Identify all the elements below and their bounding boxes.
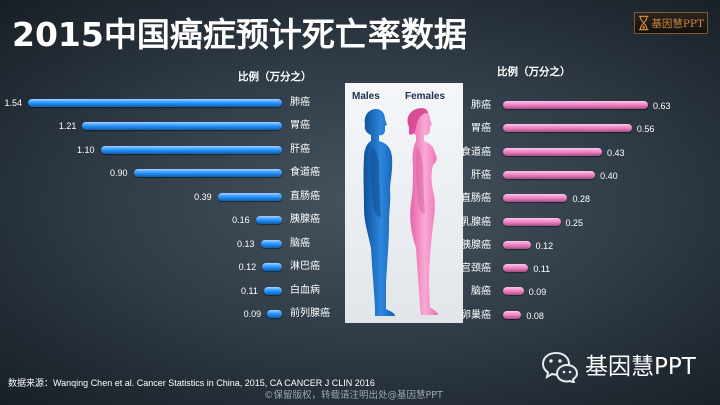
brand-logo: 基因慧PPT: [634, 12, 708, 34]
female-category-label: 肺癌: [471, 100, 491, 111]
female-category-label: 直肠癌: [461, 193, 491, 205]
male-category-label: 胃癌: [290, 120, 310, 131]
male-bar-10: [267, 310, 282, 318]
male-bar-5: [217, 192, 282, 201]
female-value-label: 0.40: [600, 170, 618, 181]
male-value-label: 0.90: [110, 168, 128, 178]
female-bar-6: [503, 217, 561, 226]
hourglass-icon: [638, 15, 649, 31]
female-value-label: 0.08: [526, 310, 544, 321]
male-bar-7: [260, 239, 282, 248]
male-category-label: 脑癌: [290, 237, 310, 249]
male-chart-unit-label: 比例（万分之）: [238, 71, 312, 83]
wechat-icon: [541, 351, 579, 383]
female-category-label: 宫颈癌: [461, 263, 491, 275]
male-value-label: 0.11: [240, 285, 258, 296]
brand-name: 基因慧PPT: [585, 354, 696, 380]
female-chart-unit-label: 比例（万分之）: [497, 66, 571, 78]
male-arm: [370, 147, 381, 217]
female-category-label: 乳腺癌: [461, 216, 491, 228]
male-mortality-chart: 比例（万分之） 肺癌 1.54 胃癌 1.21 肝癌 1.10 食道癌 0.90 直肠癌 0.39…: [0, 60, 340, 330]
male-bar-3: [100, 145, 282, 154]
female-value-label: 0.11: [533, 264, 551, 275]
gender-silhouette-figure: Males Females: [345, 83, 463, 323]
male-category-label: 前列腺癌: [290, 308, 330, 319]
female-value-label: 0.12: [535, 240, 554, 251]
female-silhouette: [408, 109, 438, 315]
male-bar-6: [255, 216, 282, 224]
logo-text: 基因慧PPT: [651, 17, 704, 30]
female-bar-8: [503, 264, 529, 273]
male-value-label: 0.12: [238, 262, 257, 272]
male-value-label: 0.09: [243, 309, 262, 319]
female-category-label: 脑癌: [471, 286, 491, 298]
males-label: Males: [352, 91, 380, 102]
female-value-label: 0.43: [606, 147, 625, 158]
female-value-label: 0.63: [653, 101, 671, 111]
female-bar-1: [503, 101, 648, 109]
female-value-label: 0.28: [572, 194, 590, 205]
male-category-label: 淋巴癌: [290, 261, 320, 272]
male-category-label: 胰腺癌: [290, 214, 320, 225]
male-value-label: 1.54: [4, 97, 22, 108]
male-bar-4: [133, 169, 282, 177]
female-bar-2: [503, 124, 632, 133]
slide-title: 2015中国癌症预计死亡率数据: [12, 15, 467, 54]
male-bar-2: [82, 122, 282, 130]
female-hair: [407, 108, 428, 135]
male-value-label: 0.16: [232, 215, 250, 225]
female-bar-10: [503, 310, 522, 319]
female-category-label: 肝癌: [471, 169, 491, 181]
females-label: Females: [405, 91, 445, 102]
male-category-label: 肺癌: [290, 96, 310, 108]
male-category-label: 食道癌: [290, 167, 320, 178]
female-bar-4: [503, 170, 596, 179]
female-category-label: 卵巢癌: [461, 309, 491, 321]
male-value-label: 0.39: [194, 191, 212, 202]
male-value-label: 0.13: [237, 238, 255, 249]
male-value-label: 1.21: [58, 121, 77, 131]
male-category-label: 肝癌: [290, 143, 310, 155]
female-bar-3: [503, 147, 602, 156]
female-mortality-chart: 比例（万分之） 肺癌 0.63 胃癌 0.56 食道癌 0.43 肝癌 0.40 直肠癌 0.28…: [455, 60, 720, 330]
female-value-label: 0.56: [636, 124, 655, 135]
wechat-brand: 基因慧PPT: [541, 350, 696, 384]
male-value-label: 1.10: [77, 144, 95, 155]
female-value-label: 0.09: [528, 287, 547, 298]
female-bar-9: [503, 287, 524, 296]
male-bar-1: [28, 98, 282, 107]
male-category-label: 白血病: [290, 284, 320, 296]
male-bar-9: [263, 286, 282, 295]
female-category-label: 食道癌: [461, 146, 491, 158]
female-category-label: 胰腺癌: [461, 239, 491, 251]
male-bar-8: [262, 263, 282, 271]
female-category-label: 胃癌: [471, 123, 491, 135]
female-arm: [415, 147, 425, 214]
female-value-label: 0.25: [565, 217, 584, 228]
copyright-notice: ©保留版权，转载请注明出处@基因慧PPT: [264, 390, 443, 401]
female-bar-7: [503, 240, 531, 249]
female-bar-5: [503, 194, 568, 203]
data-source-note: 数据来源：Wanqing Chen et al. Cancer Statisti…: [8, 378, 375, 388]
male-category-label: 直肠癌: [290, 190, 320, 202]
